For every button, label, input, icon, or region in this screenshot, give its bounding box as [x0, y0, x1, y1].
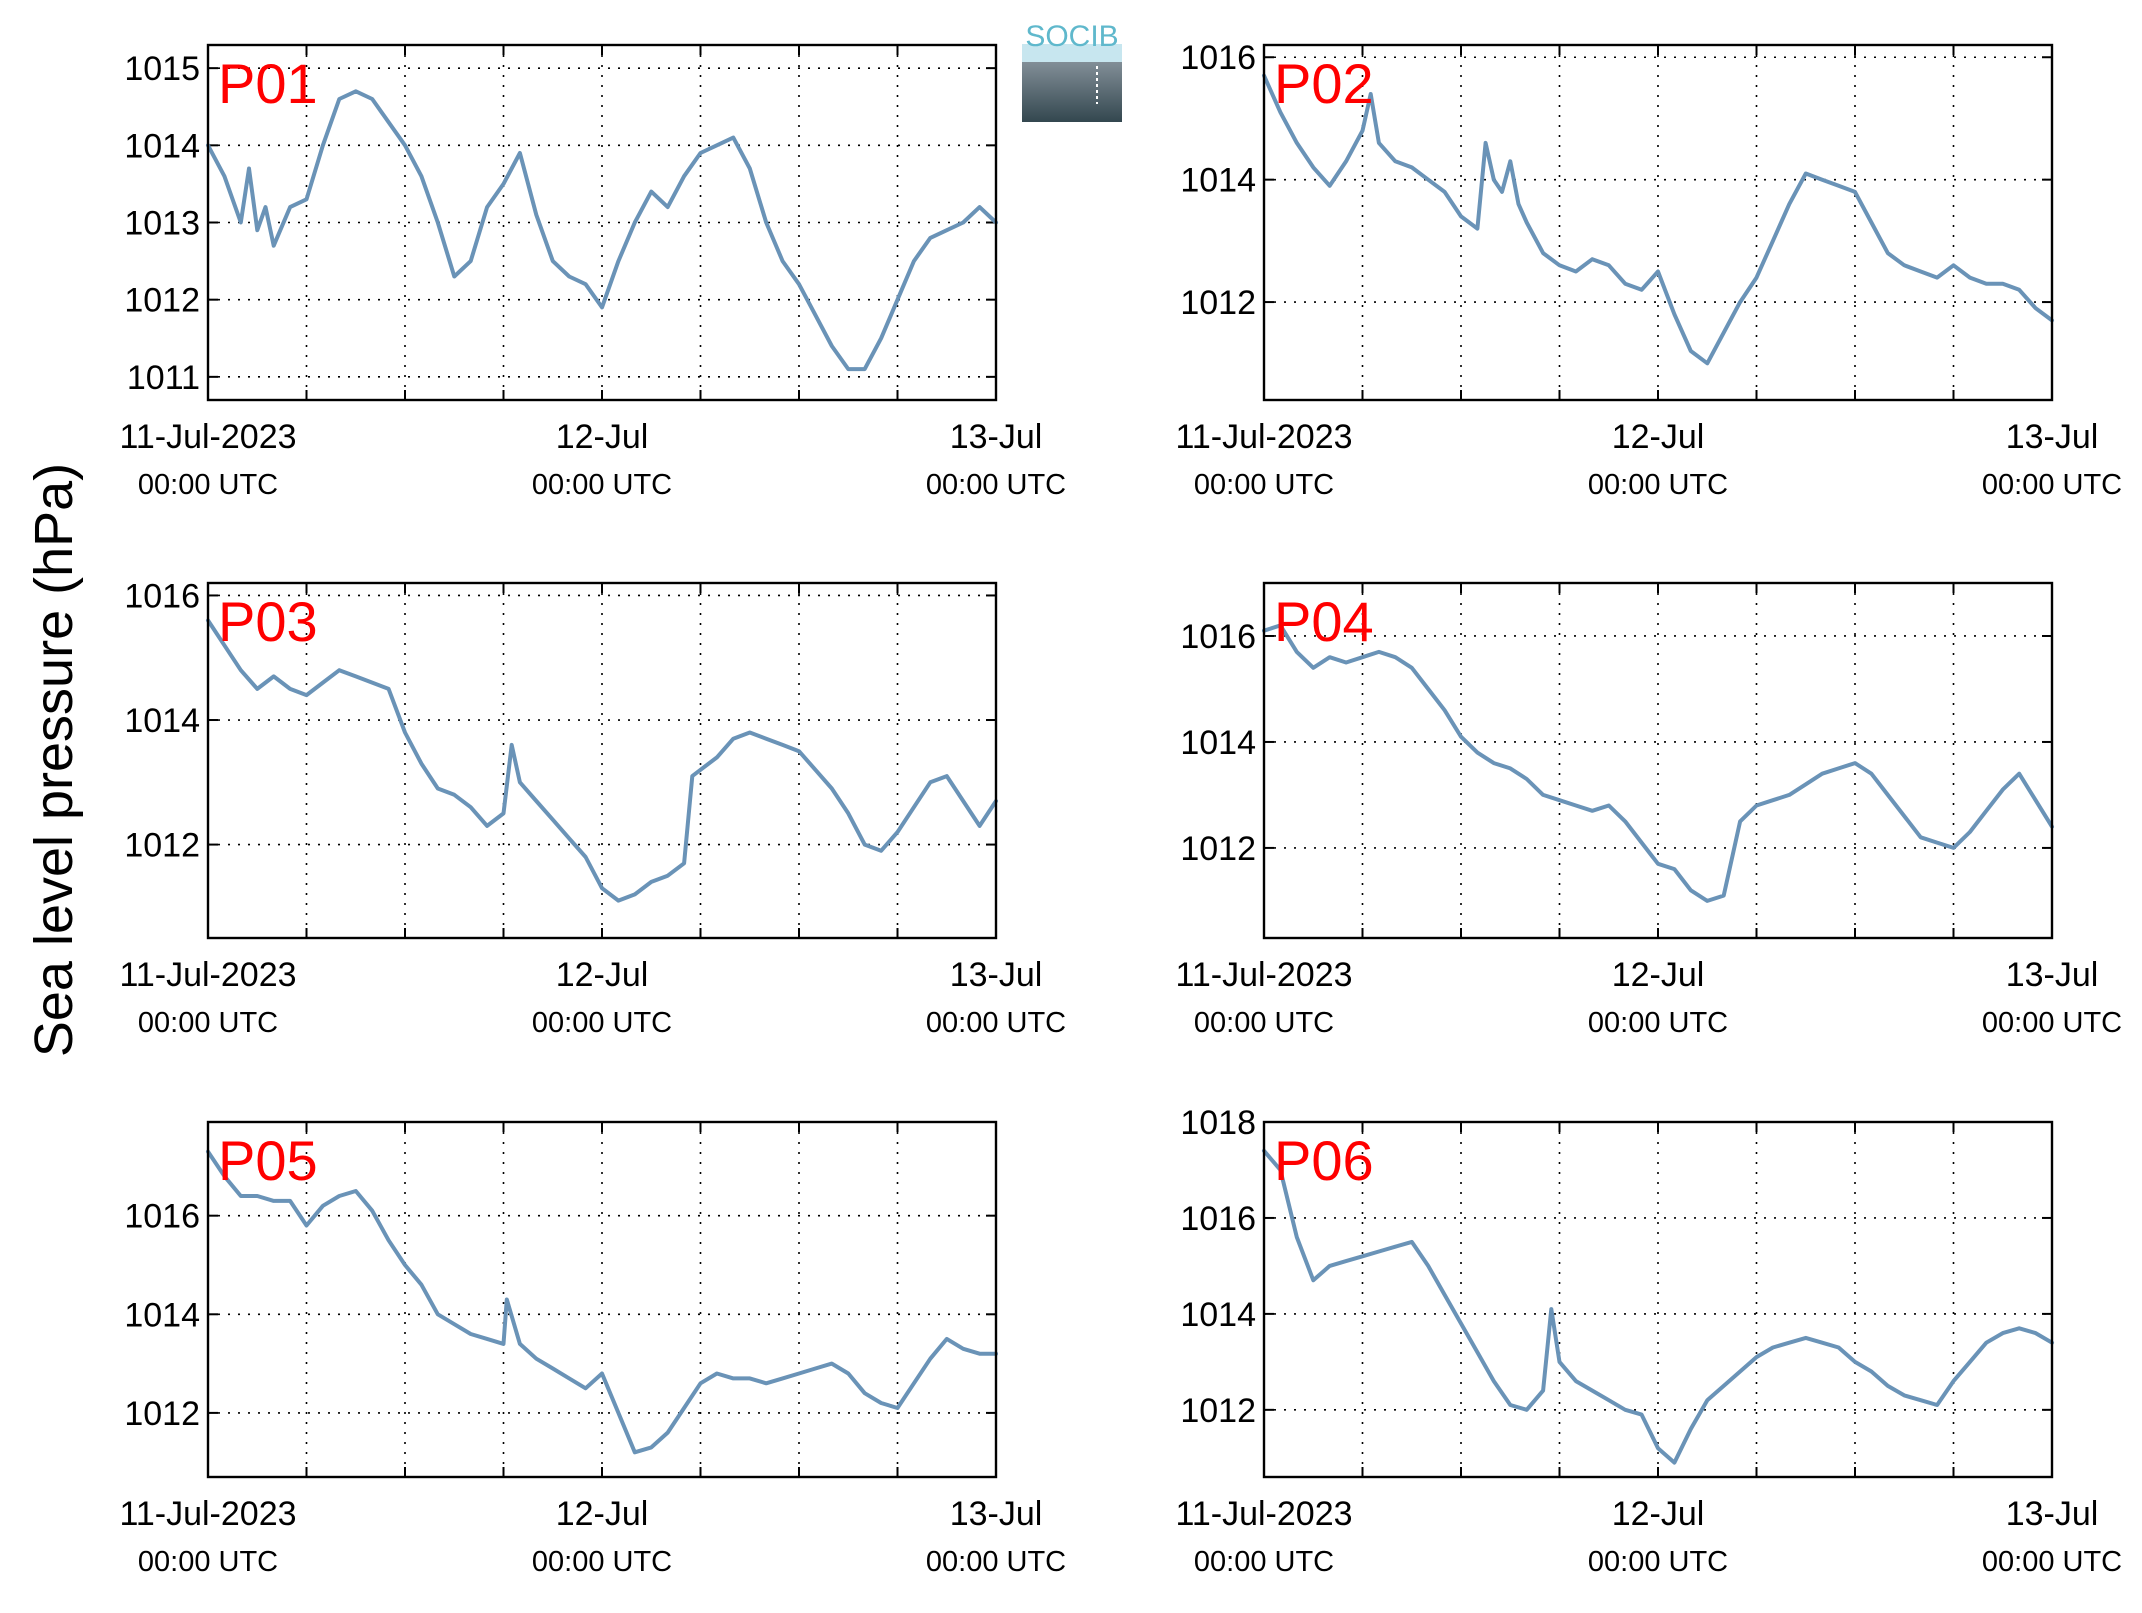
y-tick-label: 1015 [124, 50, 200, 88]
x-tick-label: 11-Jul-2023 [119, 956, 296, 994]
x-tick-label: 12-Jul [556, 418, 649, 456]
y-tick-label: 1014 [124, 702, 200, 740]
x-tick-label: 11-Jul-2023 [119, 418, 296, 456]
panel-p02: 1012 1014 1016 P02 11-Jul-2023 00:00 UTC 12-Ju… [1175, 39, 2122, 501]
axes-box [206, 581, 998, 940]
x-tick-sublabel: 00:00 UTC [1588, 469, 1728, 501]
axes-box [206, 43, 998, 402]
y-tick-label: 1012 [124, 827, 200, 865]
series-line-p06 [1262, 1148, 2054, 1465]
y-tick-label: 1016 [124, 577, 200, 615]
x-tick-sublabel: 00:00 UTC [532, 1546, 672, 1578]
y-tick-label: 1011 [127, 359, 200, 397]
series-line-p05 [206, 1149, 998, 1455]
x-tick-sublabel: 00:00 UTC [1982, 469, 2122, 501]
y-tick-label: 1013 [124, 205, 200, 243]
y-tick-label: 1016 [124, 1198, 200, 1236]
series-line-p01 [206, 89, 998, 372]
axes-box [1262, 1120, 2054, 1479]
x-tick-label: 13-Jul [950, 956, 1043, 994]
x-tick-label: 11-Jul-2023 [119, 1495, 296, 1533]
x-tick-sublabel: 00:00 UTC [926, 469, 1066, 501]
panel-title: P03 [218, 590, 318, 653]
panel-p04: 1012 1014 1016 P04 11-Jul-2023 00:00 UTC 12-Ju… [1175, 581, 2122, 1039]
x-tick-sublabel: 00:00 UTC [926, 1007, 1066, 1039]
x-tick-label: 11-Jul-2023 [1175, 1495, 1352, 1533]
axes-box [1262, 581, 2054, 940]
panel-p03: 1012 1014 1016 P03 11-Jul-2023 00:00 UTC 12-Ju… [119, 577, 1066, 1039]
y-tick-label: 1014 [1180, 162, 1256, 200]
socib-logo: SOCIB [1022, 20, 1122, 122]
y-tick-label: 1016 [1180, 39, 1256, 77]
panels: 1011 1012 1013 1014 1015 P01 11-Jul-2023 00:00 … [119, 39, 2122, 1578]
logo-background [1022, 52, 1122, 122]
y-tick-label: 1014 [124, 127, 200, 165]
x-tick-label: 13-Jul [2006, 1495, 2099, 1533]
panel-title: P04 [1274, 590, 1374, 653]
x-tick-sublabel: 00:00 UTC [1588, 1007, 1728, 1039]
y-axis-label: Sea level pressure (hPa) [24, 463, 84, 1057]
x-tick-sublabel: 00:00 UTC [1194, 469, 1334, 501]
x-tick-sublabel: 00:00 UTC [138, 1007, 278, 1039]
x-tick-sublabel: 00:00 UTC [138, 1546, 278, 1578]
x-tick-sublabel: 00:00 UTC [926, 1546, 1066, 1578]
axes-box [206, 1120, 998, 1479]
panel-p05: 1012 1014 1016 P05 11-Jul-2023 00:00 UTC 12-Ju… [119, 1120, 1066, 1578]
x-tick-label: 13-Jul [950, 418, 1043, 456]
panel-title: P06 [1274, 1129, 1374, 1192]
y-tick-label: 1016 [1180, 1200, 1256, 1238]
x-tick-sublabel: 00:00 UTC [138, 469, 278, 501]
x-tick-sublabel: 00:00 UTC [532, 1007, 672, 1039]
x-tick-sublabel: 00:00 UTC [1982, 1007, 2122, 1039]
x-tick-label: 12-Jul [1612, 956, 1705, 994]
y-tick-label: 1018 [1180, 1104, 1256, 1142]
y-tick-label: 1014 [124, 1296, 200, 1334]
x-tick-label: 13-Jul [2006, 418, 2099, 456]
x-tick-sublabel: 00:00 UTC [1982, 1546, 2122, 1578]
x-tick-sublabel: 00:00 UTC [1194, 1546, 1334, 1578]
x-tick-label: 12-Jul [1612, 1495, 1705, 1533]
logo-text: SOCIB [1025, 20, 1118, 53]
x-tick-sublabel: 00:00 UTC [1194, 1007, 1334, 1039]
x-tick-label: 13-Jul [2006, 956, 2099, 994]
x-tick-label: 12-Jul [1612, 418, 1705, 456]
axes-box [1262, 43, 2054, 402]
x-tick-sublabel: 00:00 UTC [1588, 1546, 1728, 1578]
x-tick-label: 11-Jul-2023 [1175, 956, 1352, 994]
y-tick-label: 1016 [1180, 618, 1256, 656]
x-tick-label: 11-Jul-2023 [1175, 418, 1352, 456]
y-tick-label: 1012 [1180, 284, 1256, 322]
x-tick-sublabel: 00:00 UTC [532, 469, 672, 501]
y-tick-label: 1012 [124, 282, 200, 320]
y-tick-label: 1014 [1180, 1296, 1256, 1334]
y-tick-label: 1012 [124, 1395, 200, 1433]
y-tick-label: 1014 [1180, 724, 1256, 762]
series-line-p03 [206, 618, 998, 903]
y-tick-label: 1012 [1180, 1392, 1256, 1430]
series-line-p02 [1262, 73, 2054, 366]
series-line-p04 [1262, 623, 2054, 903]
panel-p01: 1011 1012 1013 1014 1015 P01 11-Jul-2023 00:00 … [119, 43, 1066, 501]
y-tick-label: 1012 [1180, 830, 1256, 868]
panel-title: P05 [218, 1129, 318, 1192]
panel-title: P01 [218, 52, 318, 115]
x-tick-label: 12-Jul [556, 956, 649, 994]
logo-water-band [1022, 44, 1122, 62]
panel-p06: 1012 1014 1016 1018 P06 11-Jul-2023 00:00 UTC 1… [1175, 1104, 2122, 1578]
panel-title: P02 [1274, 52, 1374, 115]
x-tick-label: 12-Jul [556, 1495, 649, 1533]
x-tick-label: 13-Jul [950, 1495, 1043, 1533]
